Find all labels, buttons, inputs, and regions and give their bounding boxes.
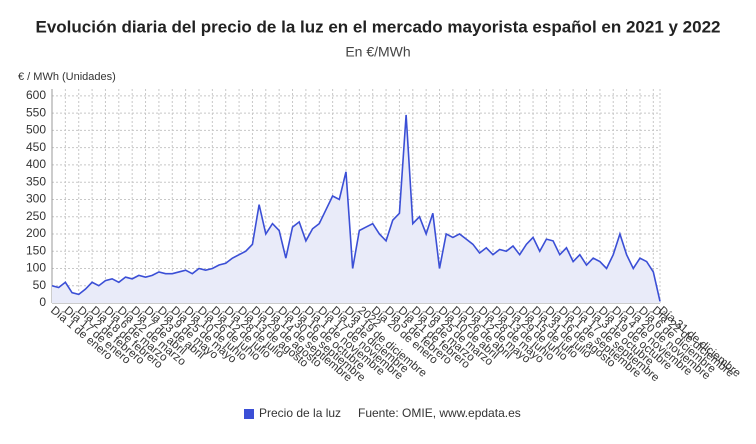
y-tick-label: 600 [26, 88, 46, 102]
y-tick-label: 200 [26, 226, 46, 240]
chart-subtitle: En €/MWh [345, 44, 410, 60]
y-tick-label: 150 [26, 243, 46, 257]
chart-title: Evolución diaria del precio de la luz en… [35, 17, 720, 36]
y-tick-label: 300 [26, 192, 46, 206]
y-tick-label: 500 [26, 123, 46, 137]
y-tick-label: 350 [26, 174, 46, 188]
y-tick-label: 50 [33, 278, 47, 292]
y-tick-label: 100 [26, 261, 46, 275]
y-tick-label: 0 [39, 295, 46, 309]
line [51, 114, 661, 302]
y-tick-label: 550 [26, 105, 46, 119]
y-axis-label: € / MWh (Unidades) [18, 71, 116, 83]
legend-label: Precio de la luz [259, 406, 341, 420]
legend-swatch [244, 409, 254, 419]
source: Fuente: OMIE, www.epdata.es [358, 406, 521, 420]
y-tick-label: 400 [26, 157, 46, 171]
area [52, 114, 660, 303]
y-tick-label: 450 [26, 140, 46, 154]
y-tick-label: 250 [26, 209, 46, 223]
